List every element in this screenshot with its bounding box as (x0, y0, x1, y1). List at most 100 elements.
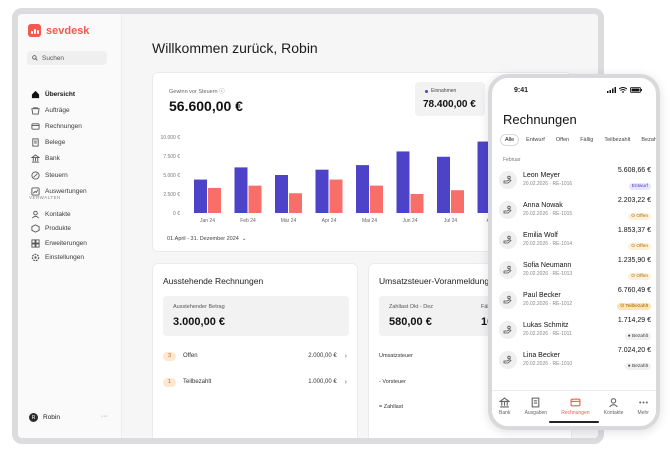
profit-value: 56.600,00 € (169, 98, 243, 114)
vat-row-zahllast: = Zahllast (379, 404, 403, 410)
sidebar-manage-item-3[interactable]: Einstellungen (27, 251, 113, 265)
invoice-list-item[interactable]: Anna Nowak 20.02.2026 · RE-1015 2.203,22… (499, 196, 651, 223)
logo-text: sevdesk (46, 24, 90, 37)
x-tick-label: Jul 24 (444, 218, 458, 224)
invoice-customer: Anna Nowak (523, 202, 563, 209)
bar-series-0[interactable] (315, 169, 329, 213)
bar-series-1[interactable] (410, 194, 424, 213)
y-tick-label: 5.000 € (163, 173, 180, 179)
bank-icon (499, 397, 511, 408)
sidebar-item-2[interactable]: Rechnungen (27, 119, 113, 133)
bar-series-1[interactable] (329, 179, 343, 213)
invoice-list-item[interactable]: Paul Becker 20.02.2026 · RE-1012 6.760,4… (499, 286, 651, 313)
filter-chip[interactable]: Offen (555, 137, 570, 143)
tab-bank[interactable]: Bank (499, 397, 510, 426)
invoice-amount: 1.714,29 € (617, 317, 651, 324)
invoice-list-item[interactable]: Lukas Schmitz 20.02.2026 · RE-1011 1.714… (499, 316, 651, 343)
tab-label: Bank (499, 410, 511, 416)
outstanding-row-partial[interactable]: 1 Teilbezahlt 1.000,00 € › (163, 376, 347, 388)
outstanding-amount-label: Ausstehender Betrag (173, 304, 225, 310)
row-amount: 1.000,00 € (308, 379, 337, 385)
logo-icon (28, 24, 41, 37)
x-tick-label: Apr 24 (322, 218, 337, 224)
filter-chips: Alle Entwurf Offen Fällig Teilbezahlt Bezahlt (500, 134, 660, 146)
bar-series-0[interactable] (356, 165, 369, 213)
invoice-meta: 20.02.2026 · RE-1011 (523, 331, 572, 337)
bar-series-0[interactable] (194, 179, 207, 213)
bank-icon (31, 154, 40, 163)
y-tick-label: 2.500 € (163, 192, 180, 198)
invoice-meta: 20.02.2026 · RE-1016 (523, 181, 573, 187)
x-tick-label: Jan 24 (200, 218, 215, 224)
sidebar-manage-item-1[interactable]: Produkte (27, 222, 113, 236)
bar-series-0[interactable] (234, 167, 248, 213)
filter-chip[interactable]: Alle (500, 134, 520, 146)
sidebar-item-0[interactable]: Übersicht (27, 87, 113, 101)
bar-series-0[interactable] (275, 175, 288, 213)
bar-series-0[interactable] (396, 151, 410, 213)
x-tick-label: Mär 24 (281, 218, 297, 224)
outstanding-row-open[interactable]: 3 Offen 2.000,00 € › (163, 350, 347, 362)
tab-ausgaben[interactable]: Ausgaben (524, 397, 548, 426)
sidebar-item-label: Einstellungen (45, 254, 85, 261)
search-input[interactable]: Suchen (27, 51, 107, 65)
income-box[interactable]: Einnahmen 78.400,00 € (415, 82, 485, 116)
invoice-list-item[interactable]: Leon Meyer 20.02.2026 · RE-1016 5.608,66… (499, 166, 651, 193)
sidebar-item-4[interactable]: Bank (27, 152, 113, 166)
invoice-customer: Leon Meyer (523, 172, 560, 179)
tax-icon (31, 170, 40, 180)
invoice-list-item[interactable]: Lina Becker 20.02.2026 · RE-1010 7.024,2… (499, 346, 651, 373)
info-icon[interactable]: ⓘ (219, 89, 225, 95)
battery-icon (630, 87, 642, 93)
user-menu[interactable]: R Robin (29, 413, 60, 422)
row-amount: 2.000,00 € (308, 353, 337, 359)
sidebar-manage-item-0[interactable]: Kontakte (27, 207, 113, 221)
section-label-manage: VERWALTEN (29, 195, 61, 200)
invoice-amount: 5.608,66 € (617, 167, 651, 174)
more-icon[interactable]: ··· (101, 413, 108, 420)
filter-chip[interactable]: Entwurf (526, 137, 545, 143)
sidebar-item-3[interactable]: Belege (27, 136, 113, 150)
vat-row-umsatzsteuer: Umsatzsteuer (379, 353, 413, 359)
bar-series-0[interactable] (437, 156, 450, 213)
invoice-list-item[interactable]: Sofia Neumann 20.02.2026 · RE-1013 1.235… (499, 256, 651, 283)
sidebar-manage-item-2[interactable]: Erweiterungen (27, 236, 113, 250)
invoice-hand-icon (499, 230, 517, 249)
status-badge: ● Bezahlt (624, 333, 651, 340)
legend-dot (425, 89, 428, 93)
income-value: 78.400,00 € (423, 99, 476, 110)
sidebar-item-1[interactable]: Aufträge (27, 103, 113, 117)
extensions-icon (31, 238, 40, 248)
filter-chip[interactable]: Fällig (580, 137, 594, 143)
logo[interactable]: sevdesk (28, 24, 89, 37)
bar-series-0[interactable] (477, 141, 491, 213)
chevron-right-icon: › (344, 378, 347, 386)
bar-series-1[interactable] (248, 185, 262, 213)
bar-series-1[interactable] (208, 187, 221, 213)
bar-series-1[interactable] (370, 185, 383, 213)
invoice-list-item[interactable]: Emilia Wolf 20.02.2026 · RE-1014 1.853,3… (499, 226, 651, 253)
filter-chip[interactable]: Teilbezahlt (604, 137, 631, 143)
invoice-meta: 20.02.2026 · RE-1014 (523, 241, 573, 247)
bar-series-1[interactable] (451, 190, 464, 213)
period-selector[interactable]: 01.April - 31. Dezember 2024 ⌄ (167, 236, 246, 242)
tab-label: Ausgaben (524, 410, 548, 416)
status-badge: ⊙ Offen (627, 213, 651, 220)
sidebar-item-label: Erweiterungen (45, 239, 87, 247)
sidebar-item-6[interactable]: Auswertungen (27, 184, 113, 198)
sidebar-item-5[interactable]: Steuern (27, 168, 113, 182)
vat-due-label: Zahllast Okt - Dez (389, 304, 434, 310)
invoice-customer: Paul Becker (523, 292, 561, 299)
bar-series-1[interactable] (289, 193, 302, 213)
invoice-meta: 20.02.2026 · RE-1013 (523, 271, 573, 277)
outstanding-amount-value: 3.000,00 € (173, 316, 225, 328)
status-badge: ⊙ Teilbezahlt (617, 303, 651, 310)
tab-mehr[interactable]: Mehr (638, 397, 649, 426)
phone-app: 9:41 Rechnungen Alle Entwurf Offen Fällig Te… (488, 74, 660, 430)
tab-kontakte[interactable]: Kontakte (604, 397, 623, 426)
tab-rechnungen[interactable]: Rechnungen (561, 397, 590, 426)
filter-chip[interactable]: Bezahlt (641, 137, 660, 143)
invoice-customer: Lina Becker (523, 352, 560, 359)
invoice-amount: 7.024,20 € (617, 347, 651, 354)
outstanding-card: Ausstehende Rechnungen Ausstehender Betr… (152, 263, 358, 438)
